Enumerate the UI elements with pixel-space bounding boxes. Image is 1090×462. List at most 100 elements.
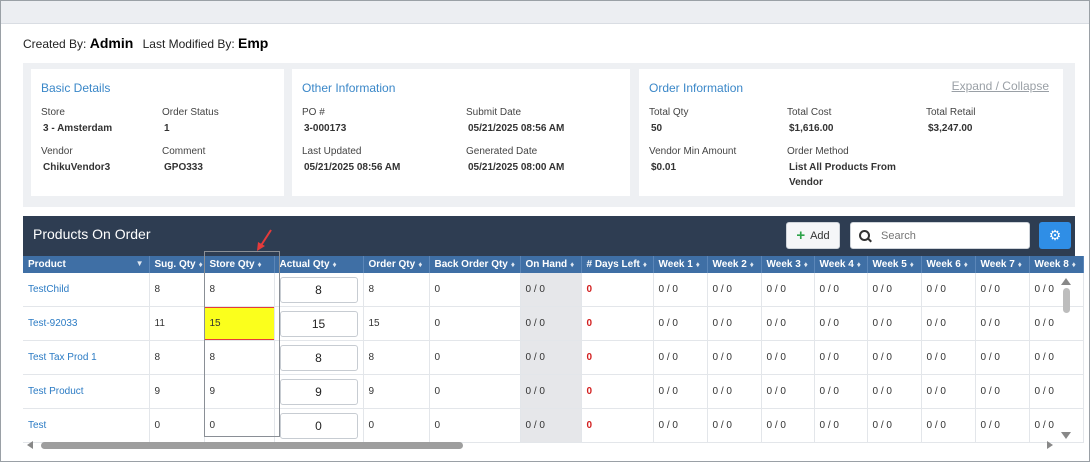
column-header[interactable]: Week 5 ♦: [867, 256, 922, 273]
product-link[interactable]: TestChild: [23, 273, 150, 307]
week-cell: 0 / 0: [653, 306, 708, 341]
week-cell: 0 / 0: [653, 340, 708, 375]
scroll-right-icon[interactable]: [1047, 441, 1053, 449]
column-header[interactable]: # Days Left ♦: [581, 256, 654, 273]
basic-details-title: Basic Details: [41, 81, 111, 95]
sort-icon[interactable]: ♦: [198, 260, 203, 269]
modified-by-value: Emp: [238, 35, 269, 51]
scroll-left-icon[interactable]: [27, 441, 33, 449]
sort-icon[interactable]: ♦: [332, 260, 337, 269]
order-information-title: Order Information: [649, 81, 744, 95]
sort-icon[interactable]: ♦: [909, 260, 914, 269]
sort-icon[interactable]: ♦: [695, 260, 700, 269]
column-header[interactable]: Week 7 ♦: [975, 256, 1030, 273]
horizontal-scroll-thumb[interactable]: [41, 442, 463, 449]
actual-qty-input[interactable]: 9: [279, 378, 358, 405]
week-cell: 0 / 0: [761, 273, 815, 307]
column-header[interactable]: Back Order Qty ♦: [429, 256, 521, 273]
actual-qty-input[interactable]: 8: [279, 276, 358, 303]
week-cell: 0 / 0: [707, 408, 762, 443]
days-left-cell: 0: [581, 340, 654, 375]
product-link[interactable]: Test Product: [23, 374, 150, 409]
search-icon: [859, 229, 871, 242]
order-qty-cell: 0: [363, 408, 430, 443]
total-qty-field: Total Qty 50: [649, 107, 689, 134]
created-by-label: Created By:: [23, 37, 87, 51]
actual-qty-input[interactable]: 8: [279, 344, 358, 371]
sug-qty-cell: 8: [149, 273, 205, 307]
week-cell: 0 / 0: [1029, 374, 1084, 409]
column-header[interactable]: Store Qty ♦: [204, 256, 275, 273]
column-header-label: Week 5: [872, 259, 907, 270]
sort-icon[interactable]: ♦: [510, 260, 515, 269]
scroll-up-icon[interactable]: [1061, 278, 1071, 285]
week-cell: 0 / 0: [921, 374, 976, 409]
modified-by-label: Last Modified By:: [142, 37, 235, 51]
sort-icon[interactable]: ♦: [1017, 260, 1022, 269]
scroll-down-icon[interactable]: [1061, 432, 1071, 439]
sort-icon[interactable]: ♦: [803, 260, 808, 269]
column-header[interactable]: Actual Qty ♦: [274, 256, 364, 273]
other-information-card: Other Information PO # 3-000173 Submit D…: [292, 69, 630, 196]
order-information-card: Order Information Expand / Collapse Tota…: [639, 69, 1063, 196]
product-link[interactable]: Test Tax Prod 1: [23, 340, 150, 375]
week-cell: 0 / 0: [975, 408, 1030, 443]
column-header[interactable]: Week 3 ♦: [761, 256, 815, 273]
week-cell: 0 / 0: [814, 408, 868, 443]
vendor-field: Vendor ChikuVendor3: [41, 146, 111, 173]
total-cost-field: Total Cost $1,616.00: [787, 107, 834, 134]
days-left-cell: 0: [581, 306, 654, 341]
column-header-label: Back Order Qty: [434, 259, 508, 270]
plus-icon: +: [796, 227, 806, 244]
sort-icon[interactable]: ♦: [570, 260, 575, 269]
vertical-scroll-thumb[interactable]: [1062, 288, 1070, 313]
actual-qty-cell: 8: [274, 273, 364, 307]
sug-qty-cell: 11: [149, 306, 205, 341]
order-method-field: Order Method List All Products From Vend…: [787, 146, 896, 188]
chevron-down-icon[interactable]: ▼: [135, 259, 144, 268]
days-left-cell: 0: [581, 374, 654, 409]
sort-icon[interactable]: ♦: [749, 260, 754, 269]
week-cell: 0 / 0: [921, 306, 976, 341]
week-cell: 0 / 0: [867, 374, 922, 409]
column-header-label: Actual Qty: [279, 259, 330, 270]
expand-collapse-link[interactable]: Expand / Collapse: [951, 79, 1049, 93]
search-box[interactable]: [850, 222, 1030, 249]
column-header[interactable]: Week 4 ♦: [814, 256, 868, 273]
table-header-row: Product ▼ Sug. Qty ♦ Store Qty ♦ Actual Qty ♦ Or…: [23, 256, 1084, 273]
column-header[interactable]: Order Qty ♦: [363, 256, 430, 273]
sort-icon[interactable]: ♦: [418, 260, 423, 269]
grid-toolbar: Products On Order + Add ⚙: [23, 216, 1075, 256]
column-header[interactable]: Product ▼: [23, 256, 150, 273]
week-cell: 0 / 0: [814, 306, 868, 341]
column-header[interactable]: Week 8 ♦: [1029, 256, 1084, 273]
store-qty-cell: 8: [204, 340, 275, 375]
sort-icon[interactable]: ♦: [963, 260, 968, 269]
products-grid: Products On Order + Add ⚙ Product ▼ Sug. Q…: [23, 216, 1084, 452]
column-header[interactable]: Week 1 ♦: [653, 256, 708, 273]
settings-button[interactable]: ⚙: [1039, 222, 1071, 249]
sort-icon[interactable]: ♦: [1071, 260, 1076, 269]
products-table: Product ▼ Sug. Qty ♦ Store Qty ♦ Actual Qty ♦ Or…: [23, 256, 1084, 443]
product-link[interactable]: Test-92033: [23, 306, 150, 341]
column-header[interactable]: Sug. Qty ♦: [149, 256, 205, 273]
week-cell: 0 / 0: [761, 408, 815, 443]
column-header[interactable]: Week 6 ♦: [921, 256, 976, 273]
sort-icon[interactable]: ♦: [642, 260, 647, 269]
store-field: Store 3 - Amsterdam: [41, 107, 113, 134]
order-qty-cell: 15: [363, 306, 430, 341]
on-hand-cell: 0 / 0: [520, 408, 582, 443]
add-button[interactable]: + Add: [786, 222, 840, 249]
actual-qty-input[interactable]: 15: [279, 310, 358, 337]
actual-qty-cell: 15: [274, 306, 364, 341]
actual-qty-input[interactable]: 0: [279, 412, 358, 439]
vertical-scrollbar[interactable]: [1059, 274, 1073, 439]
column-header[interactable]: Week 2 ♦: [707, 256, 762, 273]
search-input[interactable]: [879, 228, 1013, 243]
sort-icon[interactable]: ♦: [856, 260, 861, 269]
sort-icon[interactable]: ♦: [257, 260, 262, 269]
horizontal-scrollbar[interactable]: [23, 438, 1073, 452]
grid-title: Products On Order: [33, 226, 151, 242]
column-header[interactable]: On Hand ♦: [520, 256, 582, 273]
product-link[interactable]: Test: [23, 408, 150, 443]
